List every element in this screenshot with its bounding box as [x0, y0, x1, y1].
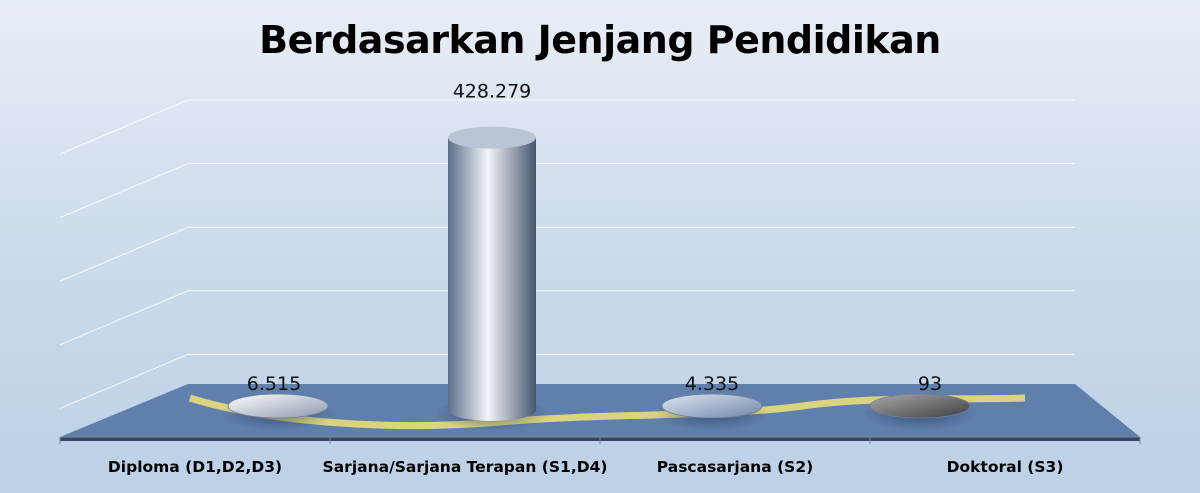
bar [661, 393, 763, 419]
bar-top [448, 126, 536, 149]
gridline [59, 290, 1075, 346]
x-tick-label: Sarjana/Sarjana Terapan (S1,D4) [323, 458, 608, 476]
bar [869, 393, 971, 419]
gridline [59, 226, 1075, 282]
gridline [59, 99, 1075, 155]
chart-title: Berdasarkan Jenjang Pendidikan [259, 18, 941, 62]
data-label: 428.279 [453, 81, 532, 103]
gridline [59, 353, 1075, 409]
x-tick-label: Diploma (D1,D2,D3) [108, 458, 282, 476]
bar [448, 137, 536, 421]
data-label: 6.515 [247, 373, 301, 395]
data-label: 4.335 [685, 373, 739, 395]
x-tick-label: Pascasarjana (S2) [657, 458, 813, 476]
bar [227, 393, 329, 419]
data-label: 93 [918, 373, 942, 395]
x-tick-label: Doktoral (S3) [947, 458, 1064, 476]
gridline [59, 163, 1075, 219]
